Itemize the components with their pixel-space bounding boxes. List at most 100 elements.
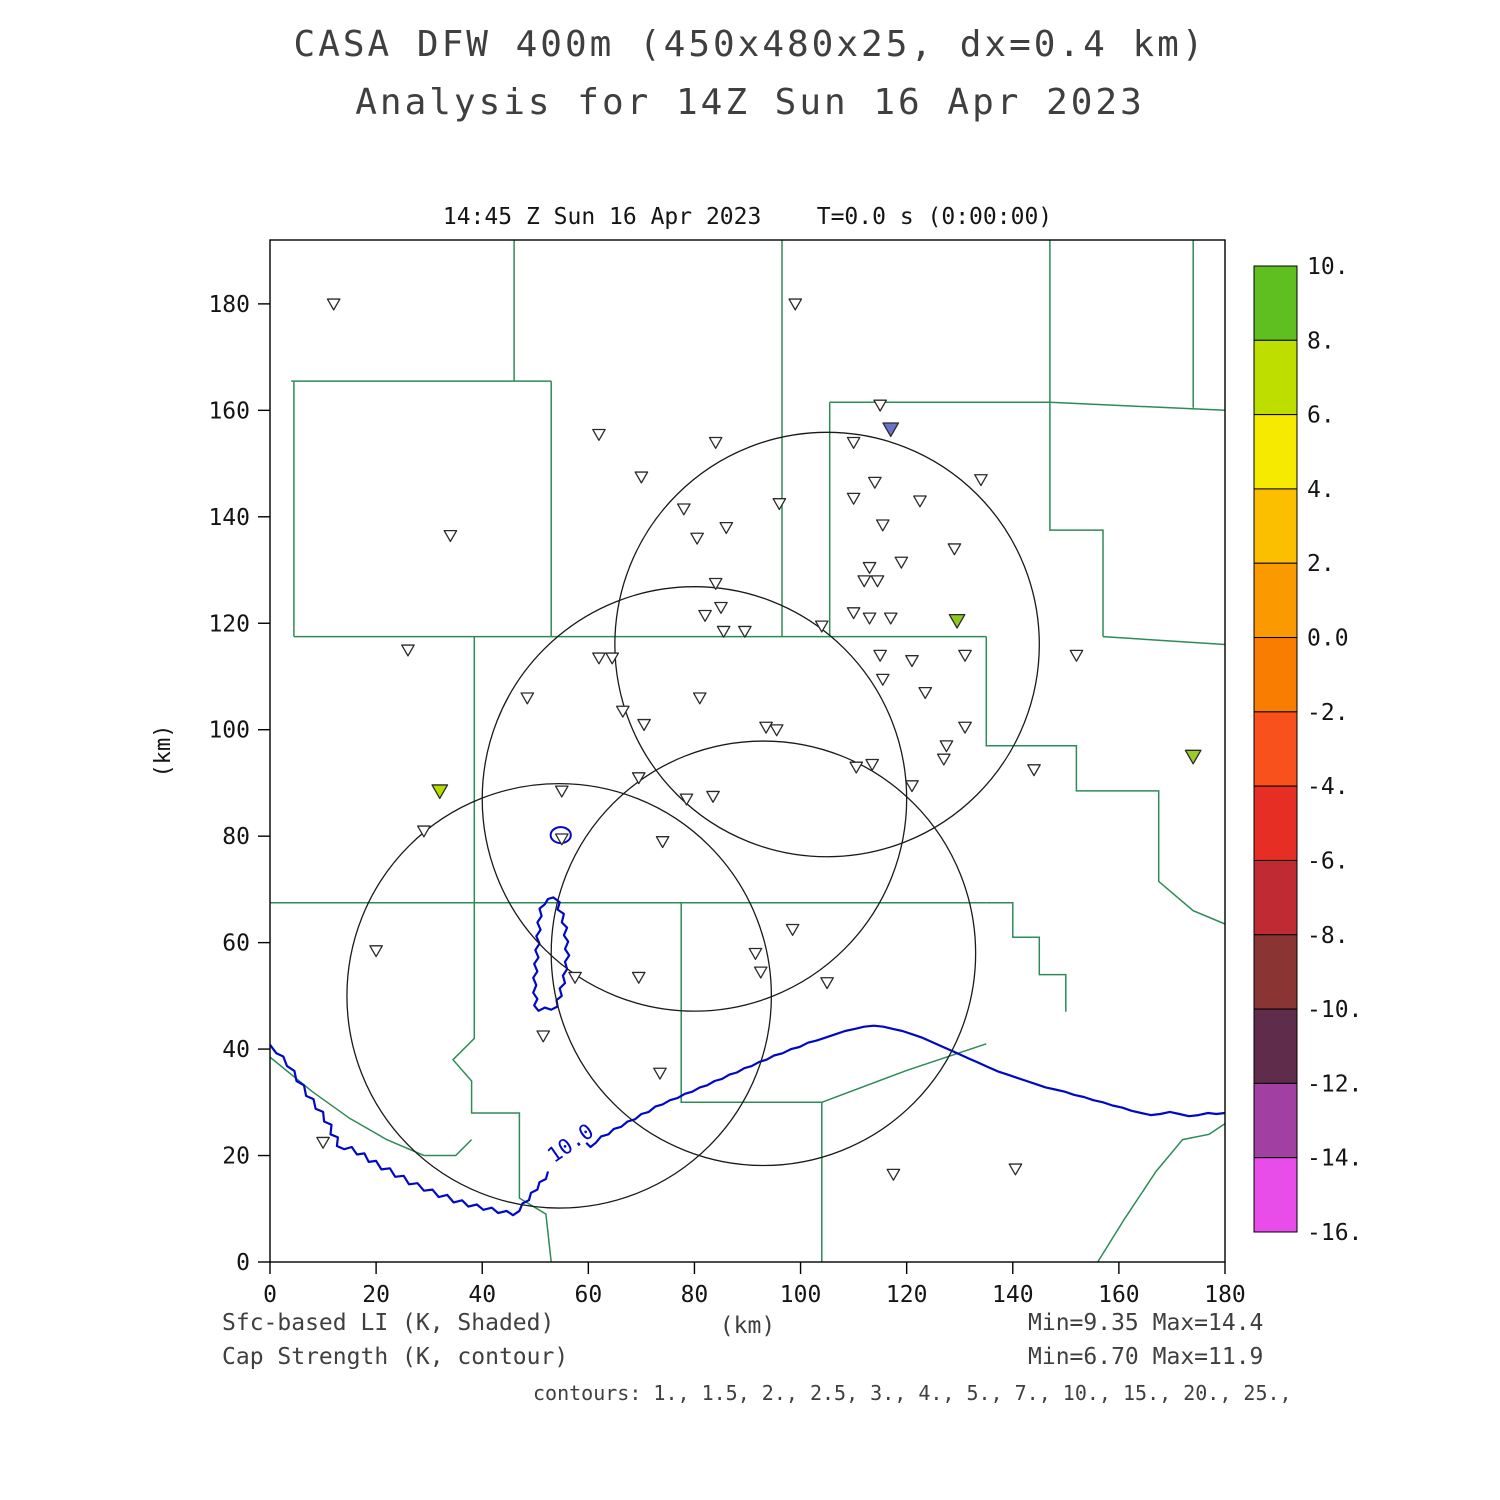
station-marker (706, 790, 720, 803)
chart-title-line2: Analysis for 14Z Sun 16 Apr 2023 (355, 82, 1145, 123)
cap-strength-contour (585, 1024, 1225, 1149)
county-boundary (680, 902, 823, 1262)
colorbar-segment (1253, 265, 1298, 341)
colorbar-segment (1253, 934, 1298, 1010)
station-marker-shaded (431, 784, 449, 800)
y-tick-label: 80 (222, 824, 250, 850)
x-tick-label: 80 (681, 1282, 709, 1308)
station-marker (857, 575, 872, 588)
station-marker (690, 532, 704, 545)
station-marker (947, 543, 962, 556)
radar-range-ring (614, 431, 1040, 858)
y-tick-label: 100 (208, 718, 250, 744)
y-tick-label: 0 (236, 1250, 250, 1276)
colorbar-label: -12. (1307, 1071, 1362, 1097)
colorbar-label: -8. (1307, 923, 1349, 949)
colorbar-label: 10. (1307, 254, 1349, 280)
county-boundary (1049, 401, 1225, 412)
colorbar-segment (1253, 339, 1298, 416)
station-marker (820, 977, 834, 990)
station-marker (631, 772, 646, 785)
station-marker (913, 495, 927, 508)
station-marker (769, 724, 784, 737)
county-boundary (986, 901, 1067, 1012)
station-marker (883, 612, 898, 625)
colorbar-segment (1253, 637, 1298, 713)
station-marker (867, 476, 882, 489)
colorbar-segment (1253, 1082, 1298, 1159)
station-marker (369, 945, 383, 958)
station-marker (716, 625, 731, 638)
station-marker (615, 705, 630, 718)
colorbar-label: -14. (1307, 1146, 1362, 1172)
station-marker (865, 758, 880, 771)
x-tick-label: 60 (574, 1282, 602, 1308)
station-marker (936, 753, 951, 766)
colorbar-label: -10. (1307, 997, 1362, 1023)
station-marker (759, 721, 773, 734)
station-marker (568, 971, 582, 984)
y-tick-label: 120 (208, 611, 250, 637)
colorbar-segment (1253, 711, 1298, 787)
contour-value-label: 10.0 (543, 1119, 598, 1168)
shaded-minmax: Min=9.35 Max=14.4 (1028, 1310, 1264, 1336)
colorbar-label: -4. (1307, 774, 1349, 800)
station-marker (886, 1168, 901, 1181)
county-boundary (985, 636, 1225, 925)
cap-strength-contour (532, 896, 571, 1012)
station-marker (554, 785, 569, 798)
map-layers: 10.0 (270, 240, 1225, 1262)
y-tick-label: 60 (222, 931, 250, 957)
x-axis-unit-label: (km) (719, 1313, 776, 1339)
station-marker (634, 471, 649, 484)
colorbar-segment (1253, 562, 1298, 639)
y-tick-label: 160 (208, 398, 250, 424)
station-marker (605, 652, 620, 665)
colorbar-label: 8. (1307, 328, 1335, 354)
station-marker (849, 761, 864, 774)
county-boundary (1049, 402, 1104, 637)
station-marker (637, 718, 651, 732)
radar-range-ring (346, 782, 773, 1209)
station-marker (772, 498, 787, 511)
x-tick-label: 40 (468, 1282, 496, 1308)
colorbar-label: 4. (1307, 477, 1335, 503)
x-tick-label: 120 (886, 1282, 928, 1308)
colorbar-label: 0.0 (1307, 626, 1349, 652)
contour-levels-text: contours: 1., 1.5, 2., 2.5, 3., 4., 5., … (533, 1381, 1292, 1405)
station-marker (698, 609, 712, 622)
station-marker (1027, 764, 1041, 777)
colorbar-segment (1253, 859, 1298, 936)
colorbar-label: 6. (1307, 403, 1335, 429)
x-tick-label: 160 (1098, 1282, 1140, 1308)
colorbar-segment (1253, 488, 1298, 564)
x-tick-label: 0 (263, 1282, 277, 1308)
y-tick-label: 180 (208, 292, 250, 318)
station-marker (814, 620, 829, 633)
station-marker (788, 298, 803, 311)
cap-strength-contour (270, 1044, 550, 1217)
colorbar-label: -2. (1307, 700, 1349, 726)
station-marker (554, 833, 569, 846)
y-tick-label: 40 (222, 1037, 250, 1063)
station-marker (918, 686, 933, 700)
station-marker (714, 601, 728, 614)
x-tick-label: 100 (780, 1282, 822, 1308)
colorbar-segment (1253, 1157, 1298, 1233)
county-boundary (821, 1043, 987, 1104)
colorbar-label: -6. (1307, 848, 1349, 874)
station-marker (520, 692, 535, 705)
station-marker (692, 692, 707, 705)
station-marker (1008, 1163, 1023, 1176)
colorbar-segment (1253, 414, 1298, 490)
station-marker (905, 655, 919, 668)
y-axis-label: (km) (151, 725, 176, 778)
station-marker (679, 793, 694, 806)
station-marker (846, 436, 861, 449)
station-marker (653, 1067, 667, 1080)
chart-title-line1: CASA DFW 400m (450x480x25, dx=0.4 km) (293, 24, 1207, 65)
station-marker (631, 971, 646, 984)
y-tick-label: 20 (222, 1144, 250, 1170)
station-marker-shaded (882, 422, 900, 438)
station-marker (846, 492, 861, 505)
